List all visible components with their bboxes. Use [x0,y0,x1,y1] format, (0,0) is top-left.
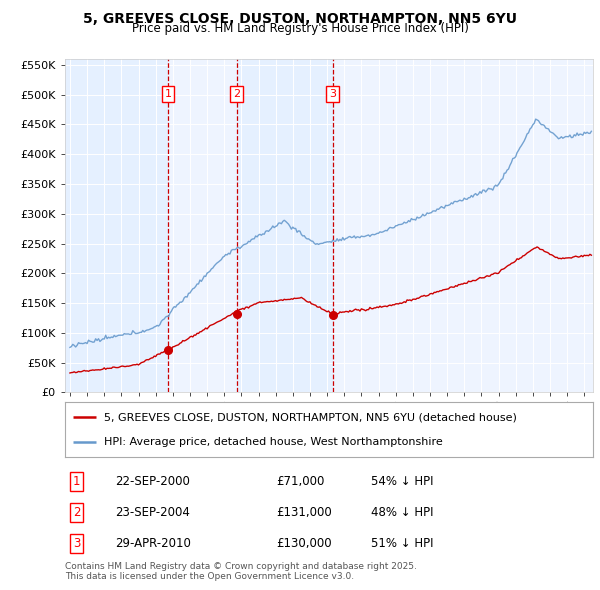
Text: 5, GREEVES CLOSE, DUSTON, NORTHAMPTON, NN5 6YU (detached house): 5, GREEVES CLOSE, DUSTON, NORTHAMPTON, N… [104,412,517,422]
Text: £130,000: £130,000 [276,537,332,550]
Text: Contains HM Land Registry data © Crown copyright and database right 2025.
This d: Contains HM Land Registry data © Crown c… [65,562,416,581]
Text: 23-SEP-2004: 23-SEP-2004 [115,506,190,519]
Text: 1: 1 [73,475,80,488]
Text: 5, GREEVES CLOSE, DUSTON, NORTHAMPTON, NN5 6YU: 5, GREEVES CLOSE, DUSTON, NORTHAMPTON, N… [83,12,517,26]
Text: 1: 1 [164,89,172,99]
Text: HPI: Average price, detached house, West Northamptonshire: HPI: Average price, detached house, West… [104,437,443,447]
Text: £131,000: £131,000 [276,506,332,519]
Text: 3: 3 [73,537,80,550]
Text: 2: 2 [73,506,80,519]
Text: £71,000: £71,000 [276,475,325,488]
Text: 3: 3 [329,89,336,99]
Text: 51% ↓ HPI: 51% ↓ HPI [371,537,434,550]
Text: 29-APR-2010: 29-APR-2010 [115,537,191,550]
Text: Price paid vs. HM Land Registry's House Price Index (HPI): Price paid vs. HM Land Registry's House … [131,22,469,35]
Text: 2: 2 [233,89,240,99]
Bar [236,59,332,392]
Bar [65,59,168,392]
Text: 48% ↓ HPI: 48% ↓ HPI [371,506,434,519]
Text: 54% ↓ HPI: 54% ↓ HPI [371,475,434,488]
Text: 22-SEP-2000: 22-SEP-2000 [115,475,190,488]
